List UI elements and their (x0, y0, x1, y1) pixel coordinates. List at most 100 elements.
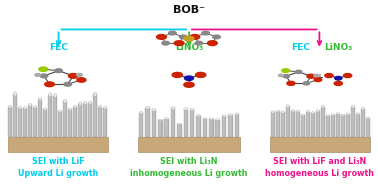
FancyBboxPatch shape (168, 119, 169, 137)
FancyBboxPatch shape (326, 116, 330, 137)
FancyBboxPatch shape (23, 108, 27, 137)
Ellipse shape (316, 109, 319, 112)
FancyBboxPatch shape (301, 115, 305, 137)
Ellipse shape (341, 114, 344, 116)
Circle shape (202, 31, 209, 35)
Circle shape (279, 74, 284, 77)
Ellipse shape (152, 109, 156, 111)
Ellipse shape (209, 118, 214, 120)
FancyBboxPatch shape (139, 113, 144, 137)
FancyBboxPatch shape (177, 124, 182, 137)
Circle shape (334, 82, 342, 85)
Circle shape (325, 74, 333, 78)
FancyBboxPatch shape (281, 112, 285, 137)
Circle shape (303, 82, 310, 85)
Circle shape (162, 41, 169, 45)
FancyBboxPatch shape (234, 114, 239, 137)
Ellipse shape (94, 92, 97, 96)
Ellipse shape (23, 107, 27, 109)
Ellipse shape (321, 105, 324, 108)
Circle shape (314, 78, 322, 82)
FancyBboxPatch shape (193, 109, 195, 137)
Circle shape (156, 35, 166, 39)
FancyBboxPatch shape (296, 111, 300, 137)
Text: inhomogeneous Li growth: inhomogeneous Li growth (130, 169, 248, 178)
FancyBboxPatch shape (206, 119, 207, 137)
Ellipse shape (43, 108, 47, 111)
FancyBboxPatch shape (331, 115, 335, 137)
FancyBboxPatch shape (164, 119, 169, 137)
Circle shape (283, 75, 290, 78)
FancyBboxPatch shape (93, 94, 97, 137)
FancyBboxPatch shape (68, 109, 72, 137)
FancyBboxPatch shape (356, 114, 360, 137)
FancyBboxPatch shape (306, 112, 310, 137)
FancyBboxPatch shape (88, 103, 92, 137)
FancyBboxPatch shape (190, 109, 195, 137)
FancyBboxPatch shape (232, 115, 233, 137)
Ellipse shape (306, 110, 310, 113)
FancyBboxPatch shape (321, 107, 325, 137)
Text: FEC: FEC (291, 43, 310, 52)
Ellipse shape (215, 119, 220, 120)
FancyBboxPatch shape (18, 108, 22, 137)
Ellipse shape (74, 105, 77, 108)
FancyBboxPatch shape (13, 94, 17, 137)
Ellipse shape (177, 123, 181, 125)
FancyBboxPatch shape (349, 114, 350, 137)
Ellipse shape (28, 103, 32, 107)
FancyBboxPatch shape (271, 112, 274, 137)
Text: SEI with LiF and Li₃N: SEI with LiF and Li₃N (273, 157, 366, 166)
Ellipse shape (366, 117, 370, 119)
FancyBboxPatch shape (96, 94, 97, 137)
Text: BOB⁻: BOB⁻ (173, 5, 205, 15)
Ellipse shape (99, 105, 102, 108)
FancyBboxPatch shape (138, 137, 240, 152)
FancyBboxPatch shape (354, 107, 355, 137)
FancyBboxPatch shape (181, 124, 182, 137)
FancyBboxPatch shape (215, 120, 220, 137)
Ellipse shape (228, 114, 232, 116)
FancyBboxPatch shape (8, 107, 12, 137)
Ellipse shape (291, 109, 294, 112)
FancyBboxPatch shape (145, 108, 150, 137)
FancyBboxPatch shape (311, 113, 314, 137)
FancyBboxPatch shape (346, 114, 350, 137)
Ellipse shape (84, 101, 87, 105)
Ellipse shape (203, 118, 207, 120)
Circle shape (45, 82, 54, 87)
FancyBboxPatch shape (21, 108, 22, 137)
FancyBboxPatch shape (222, 116, 226, 137)
Circle shape (287, 81, 295, 85)
Ellipse shape (271, 111, 274, 113)
FancyBboxPatch shape (66, 101, 67, 137)
Circle shape (68, 74, 78, 78)
FancyBboxPatch shape (209, 119, 214, 137)
Circle shape (184, 36, 194, 41)
Ellipse shape (326, 114, 330, 117)
Ellipse shape (301, 114, 304, 116)
Ellipse shape (19, 106, 22, 109)
Ellipse shape (361, 107, 364, 110)
FancyBboxPatch shape (98, 107, 102, 137)
FancyBboxPatch shape (344, 115, 345, 137)
FancyBboxPatch shape (319, 111, 320, 137)
Text: LiNO₃: LiNO₃ (175, 43, 203, 52)
FancyBboxPatch shape (78, 104, 82, 137)
Ellipse shape (146, 106, 150, 109)
FancyBboxPatch shape (183, 109, 188, 137)
Ellipse shape (311, 112, 314, 114)
FancyBboxPatch shape (279, 111, 280, 137)
FancyBboxPatch shape (91, 103, 92, 137)
FancyBboxPatch shape (104, 108, 107, 137)
Ellipse shape (59, 110, 62, 113)
Circle shape (64, 82, 71, 86)
FancyBboxPatch shape (43, 109, 47, 137)
Circle shape (195, 41, 203, 45)
FancyBboxPatch shape (366, 118, 370, 137)
Ellipse shape (88, 101, 92, 105)
FancyBboxPatch shape (71, 109, 72, 137)
FancyBboxPatch shape (276, 111, 280, 137)
Ellipse shape (235, 113, 239, 115)
Ellipse shape (64, 100, 67, 103)
